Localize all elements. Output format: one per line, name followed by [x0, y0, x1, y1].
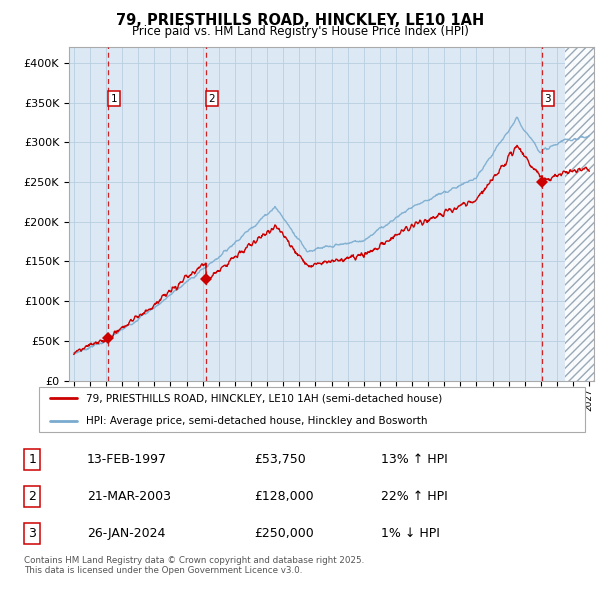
Text: 1% ↓ HPI: 1% ↓ HPI	[380, 527, 440, 540]
Text: Contains HM Land Registry data © Crown copyright and database right 2025.
This d: Contains HM Land Registry data © Crown c…	[24, 556, 364, 575]
Text: HPI: Average price, semi-detached house, Hinckley and Bosworth: HPI: Average price, semi-detached house,…	[86, 415, 427, 425]
Text: 2: 2	[209, 94, 215, 104]
Text: 2: 2	[28, 490, 36, 503]
Text: 13% ↑ HPI: 13% ↑ HPI	[380, 453, 448, 466]
Text: £128,000: £128,000	[254, 490, 314, 503]
Text: £53,750: £53,750	[254, 453, 305, 466]
Text: 13-FEB-1997: 13-FEB-1997	[87, 453, 167, 466]
Bar	[565, 47, 597, 381]
Text: 3: 3	[28, 527, 36, 540]
Text: 79, PRIESTHILLS ROAD, HINCKLEY, LE10 1AH: 79, PRIESTHILLS ROAD, HINCKLEY, LE10 1AH	[116, 13, 484, 28]
Text: 3: 3	[544, 94, 551, 104]
Text: 26-JAN-2024: 26-JAN-2024	[87, 527, 165, 540]
Text: 1: 1	[110, 94, 117, 104]
Text: 22% ↑ HPI: 22% ↑ HPI	[380, 490, 448, 503]
Text: 21-MAR-2003: 21-MAR-2003	[87, 490, 171, 503]
FancyBboxPatch shape	[39, 387, 585, 432]
Text: 79, PRIESTHILLS ROAD, HINCKLEY, LE10 1AH (semi-detached house): 79, PRIESTHILLS ROAD, HINCKLEY, LE10 1AH…	[86, 394, 442, 404]
Text: Price paid vs. HM Land Registry's House Price Index (HPI): Price paid vs. HM Land Registry's House …	[131, 25, 469, 38]
Text: £250,000: £250,000	[254, 527, 314, 540]
Text: 1: 1	[28, 453, 36, 466]
